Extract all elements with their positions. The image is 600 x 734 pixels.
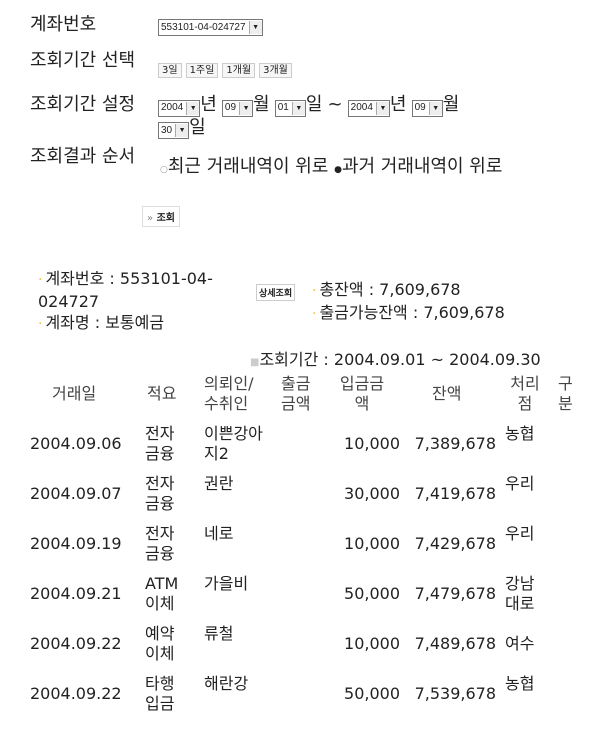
from-day-select[interactable]: 01 ▼ bbox=[274, 99, 306, 117]
table-row: 2004.09.22 예약이체 류철 10,000 7,489,678 여수 bbox=[0, 622, 600, 666]
cell-branch: 농협 bbox=[505, 424, 535, 443]
cell-date: 2004.09.19 bbox=[30, 534, 122, 553]
cell-balance: 7,429,678 bbox=[414, 534, 496, 553]
cell-branch: 우리 bbox=[505, 474, 535, 493]
cell-date: 2004.09.07 bbox=[30, 484, 122, 503]
period-1m-button[interactable]: 1개월 bbox=[222, 63, 256, 78]
period-set-label: 조회기간 설정 bbox=[30, 94, 136, 115]
period-3m-button[interactable]: 3개월 bbox=[259, 63, 292, 78]
cell-branch: 우리 bbox=[505, 524, 535, 543]
cell-in: 10,000 bbox=[344, 434, 400, 453]
summary-account: · 계좌번호 : 553101-04-024727 bbox=[38, 269, 213, 311]
cell-party: 류철 bbox=[204, 624, 234, 643]
order-recent-label[interactable]: 최근 거래내역이 위로 bbox=[167, 156, 329, 177]
from-month-select[interactable]: 09 ▼ bbox=[221, 99, 254, 117]
order-past-label[interactable]: 과거 거래내역이 위로 bbox=[341, 156, 503, 177]
cell-memo: 전자금융 bbox=[145, 524, 175, 563]
cell-date: 2004.09.22 bbox=[30, 684, 122, 703]
unit-day: 일 bbox=[305, 94, 323, 115]
cell-memo: 타행입금 bbox=[145, 674, 175, 713]
cell-in: 10,000 bbox=[344, 534, 400, 553]
to-day-select[interactable]: 30 ▼ bbox=[158, 122, 190, 139]
table-row: 2004.09.06 전자금융 이쁜강아지2 10,000 7,389,678 농협 bbox=[0, 422, 600, 466]
order-label: 조회결과 순서 bbox=[30, 146, 136, 167]
cell-memo: 전자금융 bbox=[145, 474, 175, 513]
cell-in: 30,000 bbox=[344, 484, 400, 503]
cell-party: 이쁜강아지2 bbox=[204, 424, 263, 463]
cell-branch: 여수 bbox=[505, 634, 535, 653]
unit-month: 월 bbox=[442, 94, 460, 115]
tilde: ~ bbox=[327, 94, 343, 115]
period-select-label: 조회기간 선택 bbox=[30, 50, 136, 71]
chevron-down-icon: ▼ bbox=[375, 101, 389, 115]
table-row: 2004.09.22 타행입금 해란강 50,000 7,539,678 농협 bbox=[0, 672, 600, 716]
chevron-down-icon: ▼ bbox=[186, 101, 200, 115]
chevron-down-icon: ▼ bbox=[239, 101, 253, 115]
cell-branch: 농협 bbox=[505, 674, 535, 693]
summary-available: · 출금가능잔액 : 7,609,678 bbox=[312, 303, 505, 322]
account-value: 553101-04-024727 bbox=[161, 22, 246, 33]
unit-year: 년 bbox=[389, 94, 407, 115]
cell-party: 해란강 bbox=[204, 674, 249, 693]
summary-period: ■조회기간 : 2004.09.01 ~ 2004.09.30 bbox=[250, 350, 541, 369]
unit-day: 일 bbox=[189, 116, 206, 138]
order-recent-radio[interactable]: ○ bbox=[160, 165, 168, 175]
from-year-select[interactable]: 2004 ▼ bbox=[158, 99, 201, 117]
cell-memo: 전자금융 bbox=[145, 424, 175, 463]
to-year-select[interactable]: 2004 ▼ bbox=[347, 99, 390, 117]
cell-balance: 7,419,678 bbox=[414, 484, 496, 503]
cell-party: 가을비 bbox=[204, 574, 249, 593]
detail-button[interactable]: 상세조회 bbox=[256, 284, 296, 301]
cell-balance: 7,539,678 bbox=[414, 684, 496, 703]
cell-balance: 7,389,678 bbox=[414, 434, 496, 453]
account-select[interactable]: 553101-04-024727 ▼ bbox=[158, 19, 263, 36]
cell-in: 10,000 bbox=[344, 634, 400, 653]
chevron-down-icon: ▼ bbox=[428, 101, 442, 115]
order-past-radio[interactable]: ● bbox=[334, 165, 342, 175]
period-3d-button[interactable]: 3일 bbox=[158, 63, 182, 78]
chevron-down-icon: ▼ bbox=[291, 101, 305, 115]
table-row: 2004.09.21 ATM이체 가을비 50,000 7,479,678 강남대로 bbox=[0, 572, 600, 616]
table-row: 2004.09.19 전자금융 네로 10,000 7,429,678 우리 bbox=[0, 522, 600, 566]
cell-balance: 7,489,678 bbox=[414, 634, 496, 653]
cell-in: 50,000 bbox=[344, 684, 400, 703]
chevron-down-icon: ▼ bbox=[175, 124, 189, 137]
unit-year: 년 bbox=[200, 94, 217, 115]
summary-total: · 총잔액 : 7,609,678 bbox=[312, 280, 461, 299]
cell-balance: 7,479,678 bbox=[414, 584, 496, 603]
cell-memo: 예약이체 bbox=[145, 624, 175, 663]
unit-month: 월 bbox=[253, 94, 270, 115]
table-row: 2004.09.07 전자금융 권란 30,000 7,419,678 우리 bbox=[0, 472, 600, 516]
account-label: 계좌번호 bbox=[30, 14, 97, 35]
cell-date: 2004.09.22 bbox=[30, 634, 122, 653]
chevron-down-icon: ▼ bbox=[248, 21, 262, 34]
table-header: 거래일 적요 의뢰인/수취인 출금금액 입금금액 잔액 처리점 구분 bbox=[52, 374, 573, 413]
search-button[interactable]: » 조회 bbox=[142, 206, 181, 227]
cell-branch: 강남대로 bbox=[505, 574, 535, 613]
cell-date: 2004.09.21 bbox=[30, 584, 122, 603]
to-month-select[interactable]: 09 ▼ bbox=[411, 99, 443, 117]
cell-party: 권란 bbox=[204, 474, 234, 493]
summary-name: · 계좌명 : 보통예금 bbox=[38, 313, 165, 332]
cell-in: 50,000 bbox=[344, 584, 400, 603]
cell-memo: ATM이체 bbox=[145, 574, 179, 613]
cell-party: 네로 bbox=[204, 524, 234, 543]
period-1w-button[interactable]: 1주일 bbox=[185, 63, 219, 78]
cell-date: 2004.09.06 bbox=[30, 434, 122, 453]
